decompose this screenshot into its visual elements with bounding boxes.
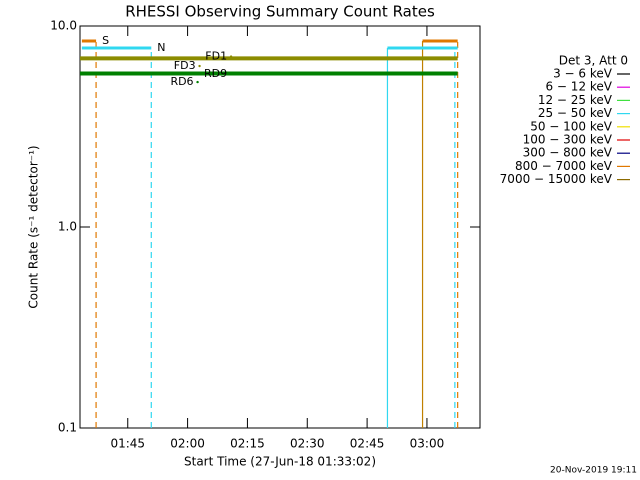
legend-label: 6 − 12 keV [545, 80, 612, 94]
legend-label: 100 − 300 keV [523, 133, 613, 147]
y-tick-label: 1.0 [58, 220, 77, 234]
annotation: FD3 [174, 59, 196, 72]
annotation-dot [196, 80, 199, 84]
x-axis-label: Start Time (27-Jun-18 01:33:02) [184, 455, 376, 469]
legend-label: 12 − 25 keV [538, 93, 613, 107]
x-tick-label: 01:45 [110, 437, 145, 451]
x-tick-label: 02:00 [170, 437, 205, 451]
legend-label: 7000 − 15000 keV [500, 172, 613, 186]
flag-label: N [157, 41, 165, 54]
legend-label: 300 − 800 keV [523, 146, 613, 160]
footer-date: 20-Nov-2019 19:11 [550, 466, 637, 476]
annotation: RD9 [204, 67, 227, 80]
x-tick-label: 02:45 [350, 437, 385, 451]
y-tick-label: 0.1 [58, 421, 77, 435]
annotation: FD1 [205, 50, 227, 63]
x-tick-label: 03:00 [410, 437, 445, 451]
flag-label: S [102, 34, 109, 47]
x-tick-label: 02:30 [290, 437, 325, 451]
legend-label: 800 − 7000 keV [515, 159, 613, 173]
legend-label: 25 − 50 keV [538, 106, 613, 120]
y-axis-label: Count Rate (s⁻¹ detector⁻¹) [27, 145, 41, 308]
legend-label: 3 − 6 keV [553, 67, 613, 81]
y-tick-label: 10.0 [50, 19, 77, 33]
annotation: RD6 [170, 75, 193, 88]
annotation-dot [229, 55, 233, 58]
legend-title: Det 3, Att 0 [559, 54, 628, 68]
x-tick-label: 02:15 [230, 437, 265, 451]
annotation-dot [229, 72, 233, 76]
annotation-dot [198, 64, 201, 68]
legend-label: 50 − 100 keV [530, 119, 613, 133]
chart-title: RHESSI Observing Summary Count Rates [125, 3, 435, 21]
